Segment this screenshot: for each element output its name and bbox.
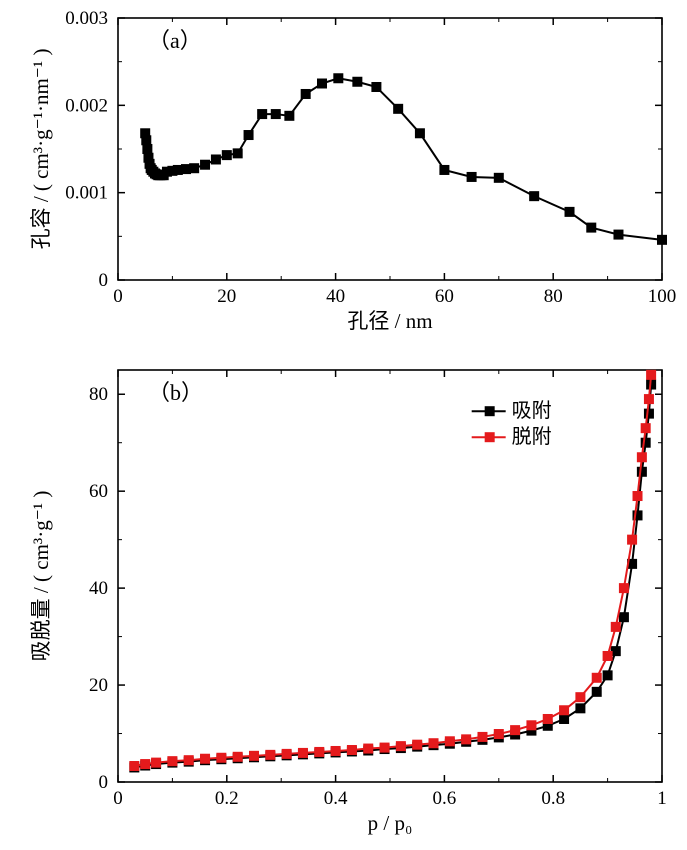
svg-text:（a）: （a） — [148, 28, 202, 53]
svg-text:60: 60 — [435, 286, 454, 307]
svg-text:0: 0 — [99, 772, 109, 793]
svg-text:0.002: 0.002 — [65, 95, 108, 116]
svg-text:脱附: 脱附 — [512, 425, 552, 448]
svg-text:0: 0 — [113, 788, 123, 809]
svg-text:20: 20 — [217, 286, 236, 307]
svg-text:0: 0 — [113, 286, 123, 307]
svg-text:（b）: （b） — [148, 380, 203, 405]
svg-text:80: 80 — [544, 286, 563, 307]
svg-text:60: 60 — [89, 481, 108, 502]
svg-text:80: 80 — [89, 384, 108, 405]
svg-text:0.2: 0.2 — [215, 788, 239, 809]
svg-text:0.4: 0.4 — [324, 788, 348, 809]
svg-text:孔径 / nm: 孔径 / nm — [347, 309, 432, 333]
svg-text:40: 40 — [89, 578, 108, 599]
figure-container: 02040608010000.0010.0020.003孔径 / nm孔容 / … — [0, 0, 687, 850]
chart-svg: 02040608010000.0010.0020.003孔径 / nm孔容 / … — [0, 0, 687, 850]
svg-text:20: 20 — [89, 675, 108, 696]
svg-text:吸附: 吸附 — [512, 399, 552, 422]
svg-text:0: 0 — [99, 270, 109, 291]
svg-text:0.001: 0.001 — [65, 183, 108, 204]
svg-text:p / p₀: p / p₀ — [368, 811, 413, 835]
svg-text:吸脱量 / ( cm³·g⁻¹ ): 吸脱量 / ( cm³·g⁻¹ ) — [29, 491, 53, 662]
svg-text:0.003: 0.003 — [65, 8, 108, 29]
svg-text:40: 40 — [326, 286, 345, 307]
svg-text:100: 100 — [648, 286, 677, 307]
svg-text:1: 1 — [657, 788, 667, 809]
svg-text:0.8: 0.8 — [541, 788, 565, 809]
svg-text:0.6: 0.6 — [433, 788, 457, 809]
svg-text:孔容 / ( cm³·g⁻¹·nm⁻¹ ): 孔容 / ( cm³·g⁻¹·nm⁻¹ ) — [29, 49, 53, 250]
